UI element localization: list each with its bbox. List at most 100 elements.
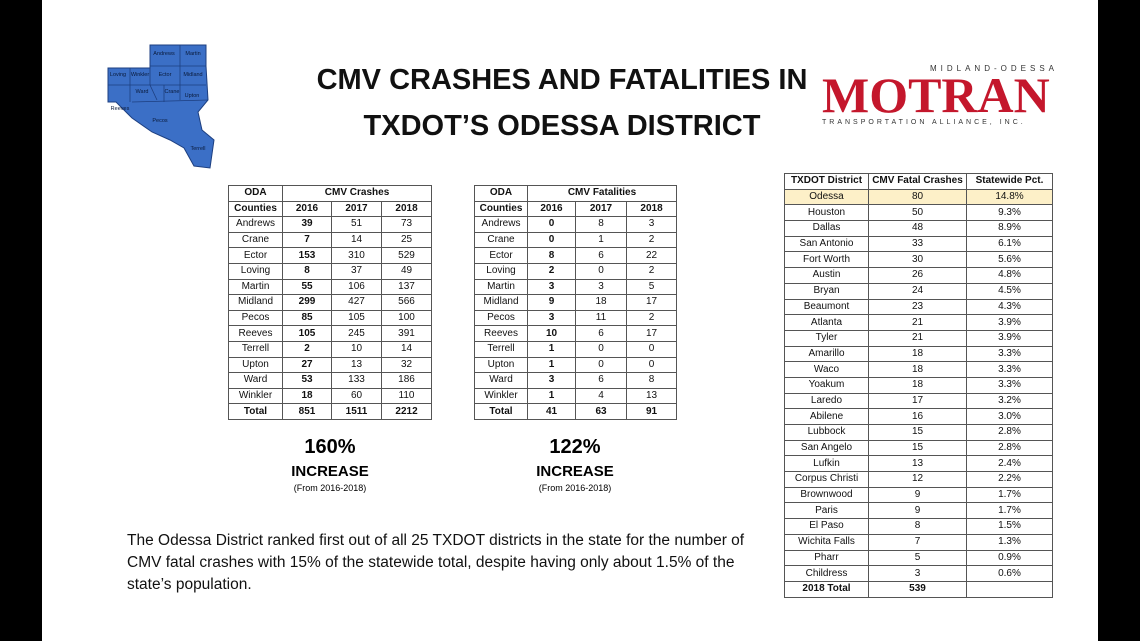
cell: 6 <box>575 247 627 264</box>
county-borders <box>108 45 209 103</box>
cell: Beaumont <box>784 298 869 316</box>
table-row: Tyler 21 3.9% <box>784 329 1053 347</box>
total-cell: 851 <box>282 403 332 420</box>
cell: 25 <box>380 231 433 249</box>
cell: 2 <box>625 309 678 327</box>
cell: 299 <box>282 294 332 311</box>
header-cell: ODA <box>474 185 528 202</box>
cell: 4.5% <box>966 282 1053 300</box>
cell: 1 <box>527 387 576 405</box>
cell: 3 <box>527 372 576 389</box>
table-row: Pecos 85 105 100 <box>228 309 433 327</box>
cell: 9 <box>527 294 576 311</box>
cell: 391 <box>380 325 433 342</box>
cell: 8 <box>282 262 332 280</box>
table-row: Upton 1 0 0 <box>474 356 678 374</box>
cell: 5 <box>868 549 967 567</box>
table-row: Winkler 1 4 13 <box>474 387 678 405</box>
cell: 6.1% <box>966 235 1053 253</box>
cell: 32 <box>380 356 433 374</box>
cell: Terrell <box>228 340 283 358</box>
cell: 9 <box>868 502 967 520</box>
table-row: Ward 53 133 186 <box>228 372 433 389</box>
cell: Tyler <box>784 329 869 347</box>
table-row: Houston 50 9.3% <box>784 204 1053 222</box>
slide: CMV CRASHES AND FATALITIES IN TXDOT’S OD… <box>42 0 1098 641</box>
cell: 0 <box>575 340 627 358</box>
table-row: Loving 2 0 2 <box>474 262 678 280</box>
map-label: Loving <box>110 72 126 78</box>
cell: 33 <box>868 235 967 253</box>
data-table: TXDOT District CMV Fatal Crashes Statewide… <box>784 173 1053 598</box>
table-row: Waco 18 3.3% <box>784 361 1053 378</box>
cell: Pharr <box>784 549 869 567</box>
cell: Ector <box>474 247 528 264</box>
header-cell: 2018 <box>380 200 433 218</box>
cell: Brownwood <box>784 486 869 504</box>
cell: 8.9% <box>966 220 1053 237</box>
cell: Fort Worth <box>784 251 869 269</box>
increase-pct: 160% <box>304 436 356 458</box>
map-label: Martin <box>185 51 200 57</box>
cell: 18 <box>575 294 627 311</box>
cell: 2 <box>282 340 332 358</box>
cell: 18 <box>868 345 967 363</box>
cell: 4.3% <box>966 298 1053 316</box>
table-row: Lufkin 13 2.4% <box>784 455 1053 473</box>
cell: 0 <box>575 356 627 374</box>
cell: 14 <box>380 340 433 358</box>
cell: Andrews <box>228 216 283 233</box>
header-cell: 2017 <box>331 200 382 218</box>
cell: Childress <box>784 565 869 582</box>
table-row: Pecos 3 11 2 <box>474 309 678 327</box>
cell: 0 <box>527 216 576 233</box>
cell: 18 <box>868 376 967 394</box>
header-cell: CMV Fatal Crashes <box>868 173 967 190</box>
cell: 1 <box>527 340 576 358</box>
total-cell <box>966 580 1053 598</box>
cell: 8 <box>868 518 967 535</box>
cell: 6 <box>575 372 627 389</box>
cell: 23 <box>868 298 967 316</box>
cell: 80 <box>868 188 967 206</box>
map-label: Reeves <box>111 106 130 112</box>
table-row: Andrews 0 8 3 <box>474 216 678 233</box>
header-row: ODA CMV Fatalities <box>474 185 678 202</box>
cell: 17 <box>868 392 967 410</box>
header-cell: ODA <box>228 185 283 202</box>
cell: 186 <box>380 372 433 389</box>
cell: 0.6% <box>966 565 1053 582</box>
cell: 529 <box>380 247 433 264</box>
cell: 21 <box>868 314 967 331</box>
header-cell: 2017 <box>575 200 627 218</box>
cell: Reeves <box>228 325 283 342</box>
cell: Paris <box>784 502 869 520</box>
total-cell: 2018 Total <box>784 580 869 598</box>
header-cell: Counties <box>474 200 528 218</box>
cell: 3 <box>868 565 967 582</box>
cell: Yoakum <box>784 376 869 394</box>
table-row: San Antonio 33 6.1% <box>784 235 1053 253</box>
cell: Martin <box>228 278 283 296</box>
cell: Laredo <box>784 392 869 410</box>
table-row: San Angelo 15 2.8% <box>784 439 1053 457</box>
table-row: Beaumont 23 4.3% <box>784 298 1053 316</box>
cell: 27 <box>282 356 332 374</box>
header-cell: 2018 <box>625 200 678 218</box>
cell: Amarillo <box>784 345 869 363</box>
cell: 9 <box>868 486 967 504</box>
cell: Upton <box>474 356 528 374</box>
cell: 110 <box>380 387 433 405</box>
table-row: Crane 0 1 2 <box>474 231 678 249</box>
cell: 2 <box>527 262 576 280</box>
total-row: 2018 Total 539 <box>784 580 1053 598</box>
cell: 21 <box>868 329 967 347</box>
cell: 3 <box>527 309 576 327</box>
table-row: Reeves 105 245 391 <box>228 325 433 342</box>
cell: 3.2% <box>966 392 1053 410</box>
cell: 8 <box>575 216 627 233</box>
header-cell: 2016 <box>282 200 332 218</box>
map-label: Andrews <box>153 51 175 57</box>
cell: Abilene <box>784 408 869 425</box>
